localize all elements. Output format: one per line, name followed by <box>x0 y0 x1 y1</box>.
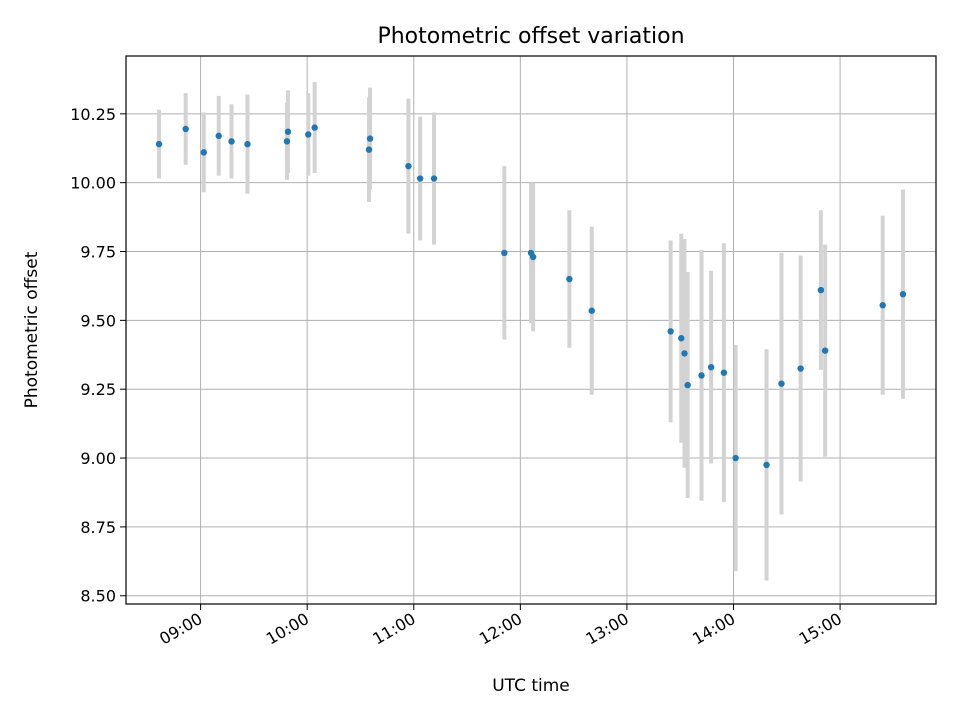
data-point <box>588 307 595 314</box>
y-axis: 8.50 8.75 9.00 9.25 9.50 9.75 10.00 10.25 <box>70 105 126 606</box>
data-point <box>678 335 685 342</box>
data-point <box>228 138 235 145</box>
data-point <box>501 249 508 257</box>
data-point <box>763 461 770 469</box>
plot-frame <box>125 55 937 605</box>
data-point <box>698 372 705 379</box>
y-tick-label: 8.50 <box>80 587 116 606</box>
data-point <box>667 328 674 335</box>
y-tick-label: 9.25 <box>80 380 116 399</box>
data-point <box>879 302 886 309</box>
data-point <box>566 275 573 283</box>
y-tick-label: 10.25 <box>70 105 116 124</box>
data-point <box>707 363 715 371</box>
data-point <box>430 175 438 182</box>
data-point <box>244 140 251 148</box>
data-point <box>366 135 374 142</box>
data-point <box>200 149 208 156</box>
data-point <box>155 140 163 148</box>
data-point <box>311 124 318 131</box>
data-point <box>817 286 825 294</box>
data-point <box>797 365 804 372</box>
data-points <box>155 124 907 469</box>
data-point <box>182 125 189 133</box>
x-axis-label: UTC time <box>492 676 570 696</box>
data-point <box>732 454 739 462</box>
y-tick-label: 9.00 <box>80 449 116 468</box>
y-tick-label: 9.75 <box>80 243 116 262</box>
data-point <box>365 146 373 153</box>
data-point <box>284 128 292 135</box>
data-point <box>416 175 424 182</box>
chart-title: Photometric offset variation <box>377 24 684 49</box>
data-point <box>821 347 829 354</box>
data-point <box>283 138 291 145</box>
data-point <box>899 291 907 298</box>
data-point <box>305 131 312 138</box>
data-point <box>215 132 222 140</box>
data-point <box>405 162 412 170</box>
data-point <box>720 369 728 376</box>
y-tick-label: 9.50 <box>80 311 116 330</box>
data-point <box>684 381 691 389</box>
data-point <box>529 253 537 261</box>
y-tick-label: 8.75 <box>80 518 116 537</box>
y-axis-label: Photometric offset <box>22 251 42 408</box>
y-tick-label: 10.00 <box>70 174 116 193</box>
data-point <box>681 350 688 357</box>
data-point <box>778 380 785 387</box>
